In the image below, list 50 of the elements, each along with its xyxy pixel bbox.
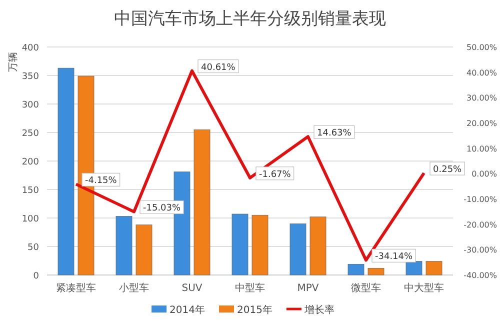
y-tick-label: 350 <box>22 72 40 82</box>
y-axis-title: 万辆 <box>7 52 19 72</box>
y-tick-label: 200 <box>22 158 40 168</box>
bar <box>290 224 306 276</box>
legend-label: 增长率 <box>303 304 334 316</box>
data-label: -15.03% <box>143 204 182 214</box>
y-tick-label: 100 <box>22 214 40 224</box>
y2-tick-label: -30.00% <box>464 246 498 255</box>
bar <box>58 68 74 276</box>
y2-tick-label: -10.00% <box>464 195 498 204</box>
data-label: -1.67% <box>259 170 292 180</box>
bar <box>426 261 442 276</box>
bar <box>368 268 384 276</box>
y-tick-label: 0 <box>33 272 40 282</box>
x-tick-label: MPV <box>297 283 319 294</box>
x-tick-label: 中型车 <box>235 282 265 294</box>
bar <box>116 216 132 276</box>
legend-label: 2014年 <box>170 304 205 316</box>
line-series <box>74 69 426 262</box>
x-tick-label: 紧凑型车 <box>56 282 96 294</box>
y2-tick-label: 10.00% <box>466 144 498 154</box>
y2-tick-label: 0.00% <box>472 170 498 179</box>
y2-tick-label: -20.00% <box>464 220 498 230</box>
data-label: 40.61% <box>201 62 236 73</box>
x-tick-label: 中大型车 <box>404 282 444 294</box>
chart-title: 中国汽车市场上半年分级别销量表现 <box>114 9 386 29</box>
bar <box>194 129 210 276</box>
data-label: 0.25% <box>433 165 462 176</box>
x-tick-label: 小型车 <box>119 282 149 294</box>
y2-tick-label: -40.00% <box>464 271 498 280</box>
bar <box>348 264 364 276</box>
bar <box>136 224 152 276</box>
y-tick-label: 400 <box>22 44 40 54</box>
bar <box>310 216 326 276</box>
y2-tick-label: 50.00% <box>466 43 498 52</box>
y2-tick-label: 40.00% <box>466 68 498 78</box>
bar <box>232 214 248 276</box>
y-tick-label: 150 <box>22 186 40 196</box>
legend-label: 2015年 <box>237 304 272 316</box>
data-label: -34.14% <box>375 252 414 262</box>
data-label: -4.15% <box>85 176 118 186</box>
x-tick-label: SUV <box>182 283 202 294</box>
y-tick-label: 250 <box>22 129 40 139</box>
y2-tick-label: 20.00% <box>466 119 498 128</box>
y-tick-label: 50 <box>28 243 40 253</box>
y-tick-label: 300 <box>22 100 40 110</box>
bar <box>252 214 268 276</box>
x-tick-label: 微型车 <box>351 282 381 294</box>
data-label: 14.63% <box>317 128 352 139</box>
y2-tick-label: 30.00% <box>466 94 498 103</box>
